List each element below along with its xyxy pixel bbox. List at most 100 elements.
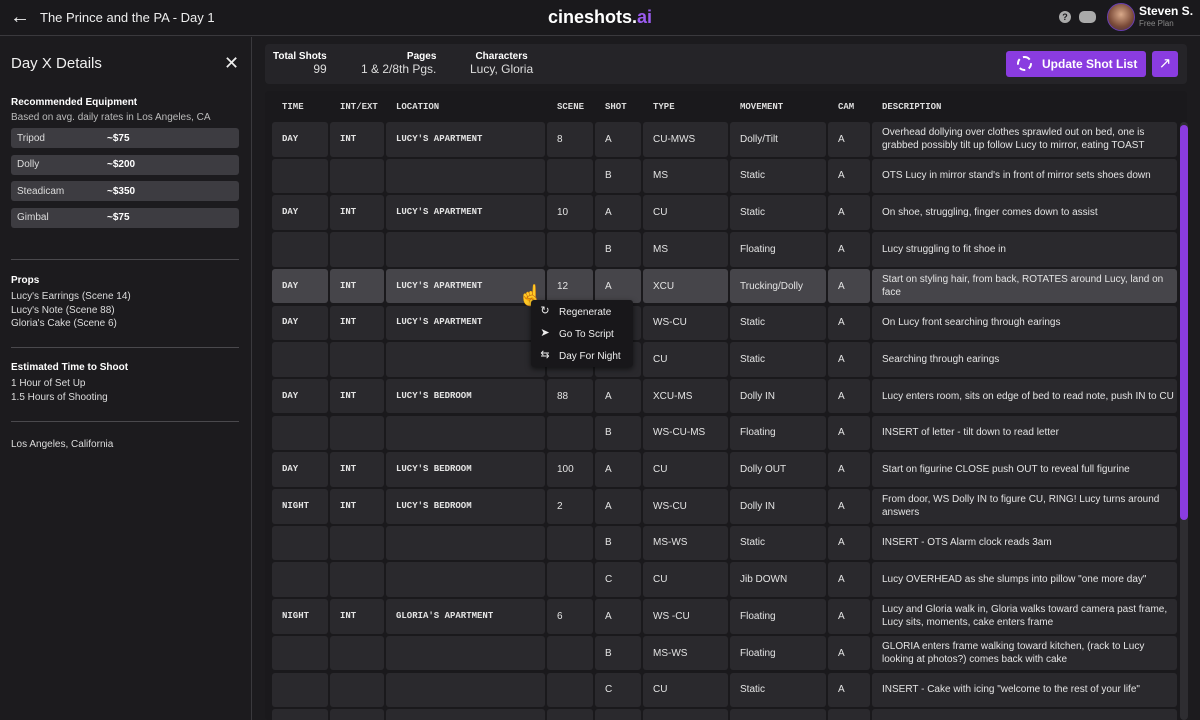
- cell-scene[interactable]: 2: [547, 489, 593, 524]
- cell-type[interactable]: WS -CU: [643, 599, 728, 634]
- cell-int-ext[interactable]: INT: [330, 489, 384, 524]
- cell-shot[interactable]: A: [595, 489, 641, 524]
- cell-type[interactable]: MS-WS: [643, 635, 728, 671]
- cell-shot[interactable]: B: [595, 158, 641, 194]
- cell-location[interactable]: [386, 635, 545, 671]
- cell-scene[interactable]: [547, 635, 593, 671]
- cell-time[interactable]: DAY: [272, 305, 328, 341]
- column-header-shot[interactable]: SHOT: [605, 102, 627, 112]
- cell-type[interactable]: CU: [643, 342, 728, 377]
- column-header-time[interactable]: TIME: [282, 102, 304, 112]
- cell-cam[interactable]: A: [828, 599, 870, 634]
- column-header-int-ext[interactable]: INT/EXT: [340, 102, 378, 112]
- cell-cam[interactable]: A: [828, 635, 870, 671]
- close-icon[interactable]: ✕: [224, 53, 240, 73]
- cell-time[interactable]: [272, 635, 328, 671]
- cell-cam[interactable]: A: [828, 305, 870, 341]
- cell-shot[interactable]: [595, 709, 641, 720]
- cell-location[interactable]: [386, 342, 545, 377]
- cell-shot[interactable]: C: [595, 672, 641, 708]
- cell-movement[interactable]: Dolly/Tilt: [730, 122, 826, 157]
- cell-int-ext[interactable]: INT: [330, 122, 384, 157]
- cell-movement[interactable]: Trucking/Dolly: [730, 268, 826, 304]
- cell-movement[interactable]: Static: [730, 305, 826, 341]
- cell-time[interactable]: [272, 232, 328, 267]
- cell-time[interactable]: NIGHT: [272, 599, 328, 634]
- cell-location[interactable]: GLORIA'S APARTMENT: [386, 599, 545, 634]
- cell-int-ext[interactable]: [330, 415, 384, 451]
- cell-type[interactable]: XCU-MS: [643, 378, 728, 414]
- cell-movement[interactable]: Static: [730, 525, 826, 561]
- cell-shot[interactable]: A: [595, 378, 641, 414]
- cell-shot[interactable]: A: [595, 122, 641, 157]
- cell-location[interactable]: LUCY'S BEDROOM: [386, 378, 545, 414]
- cell-location[interactable]: LUCY'S BEDROOM: [386, 489, 545, 524]
- cell-shot[interactable]: B: [595, 232, 641, 267]
- cell-scene[interactable]: 88: [547, 378, 593, 414]
- cell-type[interactable]: MS-WS: [643, 525, 728, 561]
- cell-location[interactable]: [386, 158, 545, 194]
- cell-type[interactable]: CU-MWS: [643, 122, 728, 157]
- cell-description[interactable]: LUCY and GLORIA after eating dinner, now…: [872, 709, 1177, 720]
- cell-location[interactable]: LUCY'S BEDROOM: [386, 452, 545, 487]
- cell-time[interactable]: DAY: [272, 122, 328, 157]
- cell-time[interactable]: DAY: [272, 195, 328, 230]
- column-header-cam[interactable]: CAM: [838, 102, 855, 112]
- cell-description[interactable]: OTS Lucy in mirror stand's in front of m…: [872, 158, 1177, 194]
- cell-int-ext[interactable]: INT: [330, 268, 384, 304]
- cell-int-ext[interactable]: [330, 525, 384, 561]
- cell-time[interactable]: [272, 158, 328, 194]
- cell-scene[interactable]: [547, 415, 593, 451]
- cell-cam[interactable]: A: [828, 489, 870, 524]
- cell-int-ext[interactable]: [330, 672, 384, 708]
- cell-int-ext[interactable]: INT: [330, 599, 384, 634]
- cell-description[interactable]: Searching through earings: [872, 342, 1177, 377]
- cell-location[interactable]: LUCY'S APARTMENT: [386, 122, 545, 157]
- cell-time[interactable]: DAY: [272, 452, 328, 487]
- cell-type[interactable]: [643, 709, 728, 720]
- cell-cam[interactable]: A: [828, 525, 870, 561]
- cell-int-ext[interactable]: [330, 709, 384, 720]
- cell-location[interactable]: [386, 525, 545, 561]
- cell-cam[interactable]: A: [828, 232, 870, 267]
- cell-movement[interactable]: Static: [730, 158, 826, 194]
- column-header-type[interactable]: TYPE: [653, 102, 675, 112]
- cell-scene[interactable]: [547, 525, 593, 561]
- cell-shot[interactable]: A: [595, 268, 641, 304]
- cell-movement[interactable]: Floating: [730, 415, 826, 451]
- help-icon[interactable]: ?: [1059, 11, 1071, 23]
- cell-scene[interactable]: 10: [547, 195, 593, 230]
- cell-movement[interactable]: Floating: [730, 232, 826, 267]
- cell-type[interactable]: CU: [643, 672, 728, 708]
- cell-shot[interactable]: A: [595, 452, 641, 487]
- cell-description[interactable]: Lucy OVERHEAD as she slumps into pillow …: [872, 562, 1177, 597]
- cell-description[interactable]: INSERT of letter - tilt down to read let…: [872, 415, 1177, 451]
- cell-int-ext[interactable]: [330, 635, 384, 671]
- cell-description[interactable]: Overhead dollying over clothes sprawled …: [872, 122, 1177, 157]
- cell-movement[interactable]: Dolly IN: [730, 489, 826, 524]
- cell-type[interactable]: MS: [643, 232, 728, 267]
- cell-description[interactable]: INSERT - OTS Alarm clock reads 3am: [872, 525, 1177, 561]
- cell-location[interactable]: LUCY'S APARTMENT: [386, 305, 545, 341]
- cell-movement[interactable]: Jib DOWN: [730, 562, 826, 597]
- cell-description[interactable]: GLORIA enters frame walking toward kitch…: [872, 635, 1177, 671]
- cell-time[interactable]: NIGHT: [272, 489, 328, 524]
- cell-int-ext[interactable]: INT: [330, 452, 384, 487]
- cell-time[interactable]: [272, 672, 328, 708]
- cell-int-ext[interactable]: INT: [330, 305, 384, 341]
- cell-movement[interactable]: Dolly OUT: [730, 452, 826, 487]
- cell-int-ext[interactable]: [330, 158, 384, 194]
- cell-scene[interactable]: [547, 672, 593, 708]
- cell-type[interactable]: WS-CU: [643, 489, 728, 524]
- cell-movement[interactable]: [730, 709, 826, 720]
- cell-type[interactable]: MS: [643, 158, 728, 194]
- column-header-scene[interactable]: SCENE: [557, 102, 585, 112]
- menu-item-regenerate[interactable]: ↻ Regenerate: [538, 305, 611, 319]
- cell-cam[interactable]: A: [828, 122, 870, 157]
- cell-int-ext[interactable]: [330, 232, 384, 267]
- cell-description[interactable]: On shoe, struggling, finger comes down t…: [872, 195, 1177, 230]
- cell-location[interactable]: [386, 415, 545, 451]
- cell-shot[interactable]: C: [595, 562, 641, 597]
- cell-cam[interactable]: A: [828, 195, 870, 230]
- cell-cam[interactable]: A: [828, 672, 870, 708]
